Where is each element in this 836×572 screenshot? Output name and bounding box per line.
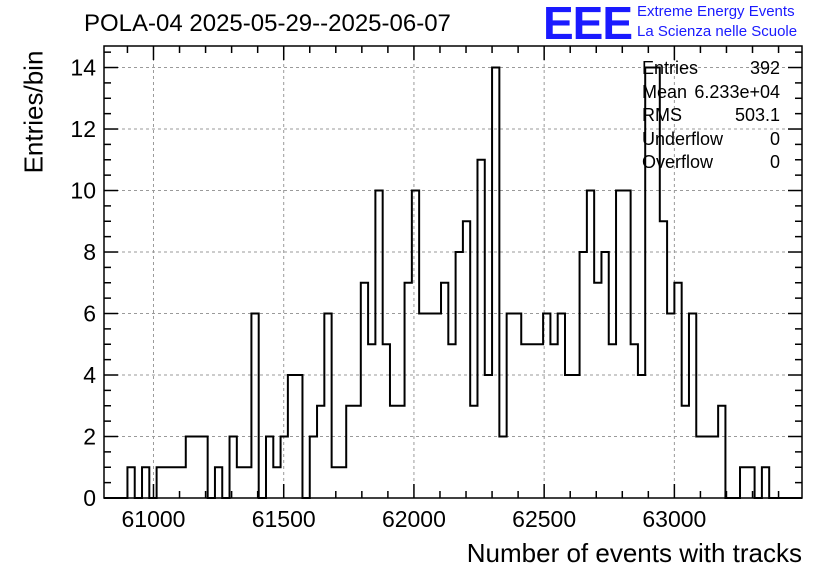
stat-value: 0: [769, 128, 780, 149]
x-tick-label: 63000: [642, 506, 706, 532]
stat-row-underflow: Underflow 0: [642, 129, 780, 153]
stats-box: Entries 392 Mean 6.233e+04 RMS 503.1 Und…: [642, 58, 780, 176]
stat-row-mean: Mean 6.233e+04: [642, 82, 780, 106]
y-tick-label: 8: [83, 239, 96, 265]
stat-name: Mean: [642, 81, 688, 102]
axis-ticks: [104, 46, 802, 499]
y-tick-labels: 0 2 4 6 8 10 12 14: [70, 55, 96, 511]
y-axis-label: Entries/bin: [18, 50, 49, 174]
y-tick-label: 0: [83, 485, 96, 511]
histogram-line: [104, 66, 802, 499]
logo-caption: Extreme Energy Events La Scienza nelle S…: [637, 2, 797, 42]
stat-value: 503.1: [734, 105, 780, 125]
stat-name: RMS: [642, 105, 682, 125]
logo-caption-line1: Extreme Energy Events: [637, 3, 795, 20]
y-tick-label: 14: [70, 55, 96, 81]
stat-row-rms: RMS 503.1: [642, 105, 780, 129]
stat-row-overflow: Overflow 0: [642, 152, 780, 176]
stat-name: Entries: [642, 58, 699, 78]
stat-value: 392: [749, 58, 780, 78]
x-axis-label: Number of events with tracks: [466, 538, 802, 568]
y-tick-label: 10: [70, 178, 96, 204]
y-tick-label: 12: [70, 116, 96, 142]
stat-row-entries: Entries 392: [642, 58, 780, 82]
y-tick-label: 4: [83, 362, 96, 388]
grid-lines: [104, 46, 802, 498]
plot-frame: [103, 45, 803, 499]
chart-title: POLA-04 2025-05-29--2025-06-07: [84, 10, 451, 37]
x-tick-labels: 61000 61500 62000 62500 63000: [122, 506, 707, 532]
stat-value: 0: [769, 152, 780, 172]
stat-name: Overflow: [642, 152, 714, 172]
x-tick-label: 62500: [512, 506, 576, 532]
x-tick-label: 62000: [382, 506, 446, 532]
logo-caption-line2: La Scienza nelle Scuole: [637, 23, 798, 40]
stat-name: Underflow: [642, 128, 724, 149]
eee-logo: EEE: [543, 0, 633, 49]
y-tick-label: 2: [83, 424, 96, 450]
stat-value: 6.233e+04: [694, 81, 780, 102]
x-tick-label: 61000: [122, 506, 186, 532]
y-tick-label: 6: [83, 301, 96, 327]
x-tick-label: 61500: [252, 506, 316, 532]
